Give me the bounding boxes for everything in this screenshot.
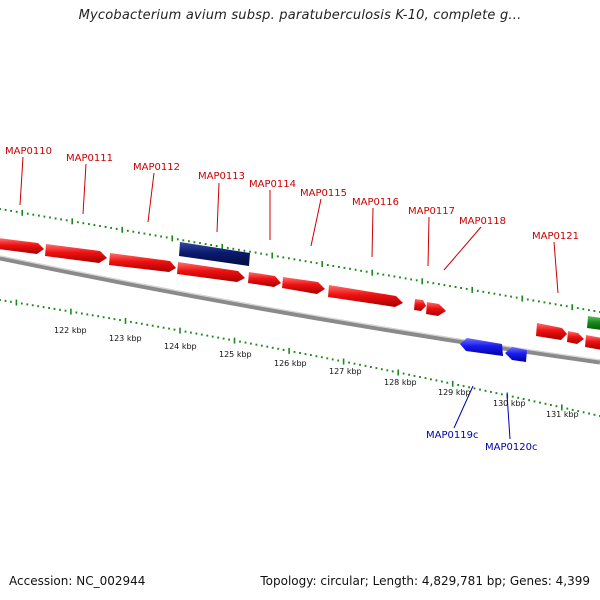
gene-label-map0114[interactable]: MAP0114 — [249, 179, 296, 190]
scale-label: 131 kbp — [546, 410, 579, 419]
gene-arrow-map0111[interactable] — [45, 244, 107, 263]
scale-labels: 122 kbp 123 kbp 124 kbp 125 kbp 126 kbp … — [54, 326, 579, 419]
gene-label-map0121[interactable]: MAP0121 — [532, 231, 579, 242]
scale-label: 126 kbp — [274, 359, 307, 368]
forward-leader-lines — [19, 156, 559, 294]
scale-label: 130 kbp — [493, 399, 526, 408]
forward-gene-labels: MAP0110 MAP0111 MAP0112 MAP0113 MAP0114 … — [5, 146, 579, 242]
gene-arrow-map0119c[interactable] — [460, 338, 503, 356]
gene-label-map0117[interactable]: MAP0117 — [408, 206, 455, 217]
gene-label-map0120c[interactable]: MAP0120c — [485, 442, 537, 453]
gene-arrow-map0112[interactable] — [109, 253, 176, 272]
gene-arrow-map0121a[interactable] — [536, 323, 567, 340]
gene-label-map0116[interactable]: MAP0116 — [352, 197, 399, 208]
gene-label-map0115[interactable]: MAP0115 — [300, 188, 347, 199]
selected-gene-block[interactable] — [179, 242, 250, 266]
gene-arrow-map0116[interactable] — [328, 285, 403, 307]
gene-arrow-map0121b[interactable] — [567, 331, 584, 344]
gene-arrow-map0113[interactable] — [177, 262, 245, 282]
upper-tick-track — [0, 208, 600, 313]
genome-stats-text: Topology: circular; Length: 4,829,781 bp… — [260, 574, 590, 588]
lower-tick-track — [0, 299, 600, 417]
scale-label: 128 kbp — [384, 378, 417, 387]
gene-label-map0118[interactable]: MAP0118 — [459, 216, 506, 227]
gene-label-map0110[interactable]: MAP0110 — [5, 146, 52, 157]
scale-label: 125 kbp — [219, 350, 252, 359]
scale-label: 123 kbp — [109, 334, 142, 343]
scale-label: 127 kbp — [329, 367, 362, 376]
scale-label: 124 kbp — [164, 342, 197, 351]
reverse-gene-labels: MAP0119c MAP0120c — [426, 430, 537, 453]
scale-label: 122 kbp — [54, 326, 87, 335]
gene-arrow-map0120c[interactable] — [505, 347, 527, 362]
map-title: Mycobacterium avium subsp. paratuberculo… — [78, 8, 522, 23]
gene-label-map0119c[interactable]: MAP0119c — [426, 430, 478, 441]
gene-arrow-map0115[interactable] — [282, 277, 325, 294]
accession-text: Accession: NC_002944 — [9, 574, 146, 588]
gene-arrow-map0114[interactable] — [248, 272, 281, 287]
forward-gene-track — [0, 238, 600, 350]
scale-label: 129 kbp — [438, 388, 471, 397]
reverse-leader-lines — [453, 385, 511, 440]
genome-backbone-highlight — [0, 255, 600, 361]
gene-label-map0111[interactable]: MAP0111 — [66, 153, 113, 164]
gene-arrow-map0110[interactable] — [0, 238, 44, 254]
green-feature[interactable] — [587, 316, 600, 330]
gene-label-map0113[interactable]: MAP0113 — [198, 171, 245, 182]
gene-arrow-map0117[interactable] — [414, 299, 426, 311]
gene-arrow-map0121c[interactable] — [585, 335, 600, 350]
gene-arrow-map0118[interactable] — [426, 302, 446, 316]
gene-label-map0112[interactable]: MAP0112 — [133, 162, 180, 173]
reverse-gene-track — [460, 338, 527, 362]
